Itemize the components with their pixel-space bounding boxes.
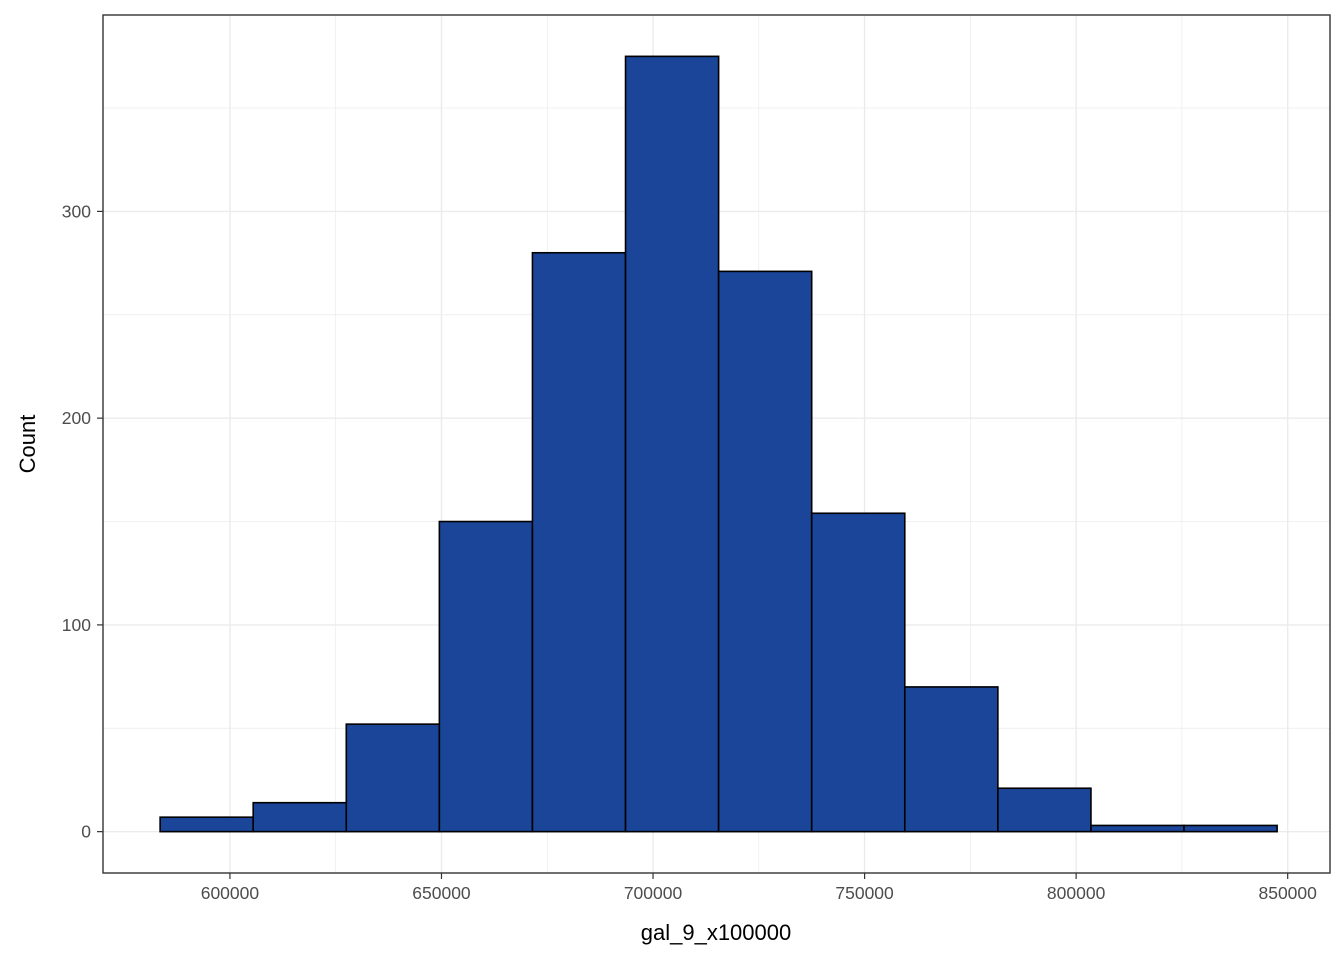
histogram-bar bbox=[810, 512, 906, 833]
x-tick-label: 700000 bbox=[624, 883, 683, 903]
histogram-bar bbox=[531, 251, 627, 833]
axis-ticks bbox=[97, 210, 1289, 879]
y-tick-label: 300 bbox=[62, 201, 91, 221]
panel-border bbox=[102, 14, 1331, 874]
histogram-bar bbox=[1090, 824, 1185, 833]
x-tick-label: 600000 bbox=[201, 883, 260, 903]
histogram-bar bbox=[1183, 824, 1278, 833]
histogram-bar bbox=[252, 801, 348, 833]
x-tick-label: 750000 bbox=[835, 883, 894, 903]
histogram-bar bbox=[717, 270, 813, 833]
y-axis-title: Count bbox=[15, 415, 40, 474]
tick-labels: 600000 650000 700000 750000 800000 850000 0 100… bbox=[62, 201, 1317, 903]
histogram-bars bbox=[159, 55, 1278, 833]
x-tick-label: 850000 bbox=[1258, 883, 1317, 903]
histogram-bar bbox=[159, 816, 255, 833]
y-tick-label: 0 bbox=[81, 822, 91, 842]
x-axis-title: gal_9_x100000 bbox=[641, 920, 791, 945]
histogram-bar bbox=[624, 55, 720, 833]
histogram-bar bbox=[903, 686, 999, 833]
y-tick-label: 100 bbox=[62, 615, 91, 635]
histogram-bar bbox=[345, 723, 441, 833]
x-tick-label: 800000 bbox=[1047, 883, 1106, 903]
y-tick-label: 200 bbox=[62, 408, 91, 428]
histogram-bar bbox=[438, 520, 534, 833]
x-tick-label: 650000 bbox=[412, 883, 471, 903]
histogram-bar bbox=[997, 787, 1092, 833]
